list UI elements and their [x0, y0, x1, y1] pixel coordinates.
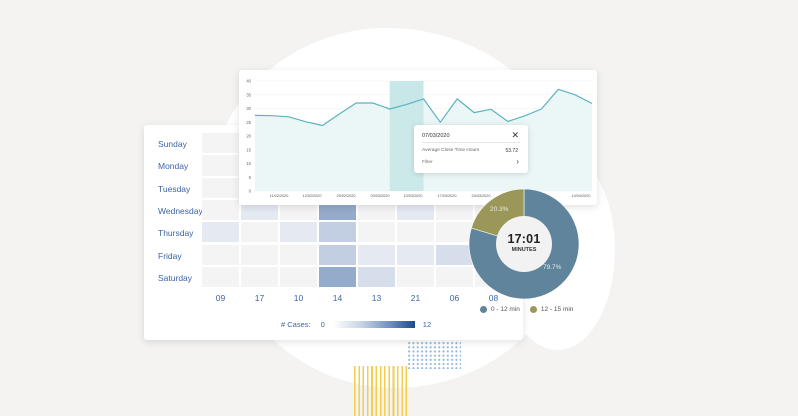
svg-text:10: 10 — [246, 161, 251, 166]
legend-label: # Cases: — [281, 320, 311, 329]
row-label-friday: Friday — [158, 250, 182, 261]
column-label: 10 — [293, 293, 304, 303]
legend-item-label: 0 - 12 min — [491, 306, 520, 313]
row-label-saturday: Saturday — [158, 272, 193, 283]
legend-gradient — [332, 321, 415, 328]
segment-percent-12-15: 20.3% — [490, 206, 509, 213]
svg-text:10/03/2020: 10/03/2020 — [403, 194, 422, 198]
legend-item-12-15[interactable]: 12 - 15 min — [529, 306, 574, 313]
svg-text:0: 0 — [249, 189, 252, 194]
heatmap-cell[interactable] — [202, 199, 239, 221]
svg-text:03/03/2020: 03/03/2020 — [370, 194, 389, 198]
heatmap-cell[interactable] — [319, 222, 356, 243]
row-label-monday: Monday — [158, 161, 189, 172]
heatmap-cell[interactable] — [436, 244, 473, 265]
heatmap-cell[interactable] — [241, 244, 278, 265]
heatmap-cell[interactable] — [280, 266, 317, 288]
heatmap-cell[interactable] — [241, 222, 278, 243]
decorative-stripes — [354, 366, 408, 416]
heatmap-cell[interactable] — [202, 133, 239, 154]
legend-dot-icon — [529, 306, 537, 313]
legend-dot-icon — [480, 306, 487, 313]
svg-text:24/03/2020: 24/03/2020 — [471, 194, 490, 198]
row-label-tuesday: Tuesday — [158, 183, 191, 194]
heatmap-cell[interactable] — [202, 155, 239, 176]
donut-center: 17:01 MINUTES — [496, 216, 552, 272]
row-label-wednesday: Wednesday — [158, 205, 203, 216]
row-label-sunday: Sunday — [158, 139, 187, 149]
heatmap-cell[interactable] — [319, 244, 356, 265]
tooltip-metric-label: Average Close Time Hours — [422, 148, 480, 153]
heatmap-cell[interactable] — [202, 222, 239, 243]
heatmap-cell[interactable] — [280, 222, 317, 243]
heatmap-cell[interactable] — [241, 266, 278, 288]
heatmap-cell[interactable] — [280, 244, 317, 265]
column-label: 13 — [371, 293, 382, 303]
donut-chart: 17:01 MINUTES 20.3% 79.7% — [468, 188, 580, 300]
svg-text:14/04/2020: 14/04/2020 — [571, 194, 590, 198]
svg-text:5: 5 — [249, 175, 252, 180]
svg-text:35: 35 — [246, 92, 251, 97]
donut-center-unit: MINUTES — [511, 247, 537, 253]
legend-min: 0 — [320, 320, 325, 329]
heatmap-cell[interactable] — [358, 266, 395, 288]
decorative-dot-grid — [407, 341, 461, 369]
heatmap-cell[interactable] — [397, 266, 434, 288]
column-label: 17 — [254, 293, 265, 303]
chart-tooltip: 07/03/2020 ✕ Average Close Time Hours 53… — [414, 125, 528, 173]
donut-center-value: 17:01 — [507, 232, 541, 246]
donut-legend: 0 - 12 min 12 - 15 min — [480, 306, 583, 313]
svg-text:20: 20 — [246, 134, 251, 139]
svg-text:30: 30 — [246, 106, 251, 111]
tooltip-divider — [422, 142, 520, 143]
heatmap-cell[interactable] — [436, 266, 473, 288]
heatmap-cell[interactable] — [202, 244, 239, 265]
svg-text:11/02/2020: 11/02/2020 — [270, 194, 289, 198]
heatmap-cell[interactable] — [358, 244, 395, 265]
heatmap-cell[interactable] — [397, 222, 434, 243]
heatmap-cell[interactable] — [358, 222, 395, 243]
svg-text:25/02/2020: 25/02/2020 — [336, 194, 355, 198]
tooltip-filter-link[interactable]: Filter — [422, 160, 433, 165]
segment-percent-0-12: 79.7% — [543, 264, 562, 271]
heatmap-cell[interactable] — [202, 177, 239, 198]
heatmap-cell[interactable] — [436, 222, 473, 243]
heatmap-cell[interactable] — [319, 266, 356, 288]
svg-text:25: 25 — [246, 120, 251, 125]
svg-text:40: 40 — [246, 79, 251, 84]
svg-text:12/02/2020: 12/02/2020 — [302, 194, 321, 198]
heatmap-cell[interactable] — [202, 266, 239, 288]
close-icon[interactable]: ✕ — [511, 130, 519, 140]
heatmap-cell[interactable] — [397, 244, 434, 265]
line-chart-card: 0 5 10 15 20 25 30 35 40 11/02/2020 12/02/2020 25/0… — [239, 70, 597, 205]
heatmap-legend: # Cases: 0 12 — [281, 320, 431, 329]
column-label: 21 — [410, 293, 421, 303]
tooltip-metric-value: 53.72 — [505, 148, 518, 154]
legend-item-label: 12 - 15 min — [540, 306, 574, 313]
donut-ring[interactable] — [468, 188, 580, 300]
column-label: 09 — [215, 293, 226, 303]
chevron-right-icon[interactable]: › — [516, 157, 519, 166]
column-label: 06 — [449, 293, 460, 303]
column-label: 14 — [332, 293, 343, 303]
column-label: 08 — [488, 293, 499, 303]
svg-text:17/03/2020: 17/03/2020 — [437, 194, 456, 198]
svg-text:15: 15 — [246, 147, 251, 152]
legend-max: 12 — [422, 320, 432, 329]
row-label-thursday: Thursday — [158, 228, 194, 239]
legend-item-0-12[interactable]: 0 - 12 min — [480, 306, 520, 313]
tooltip-date: 07/03/2020 — [422, 133, 450, 139]
